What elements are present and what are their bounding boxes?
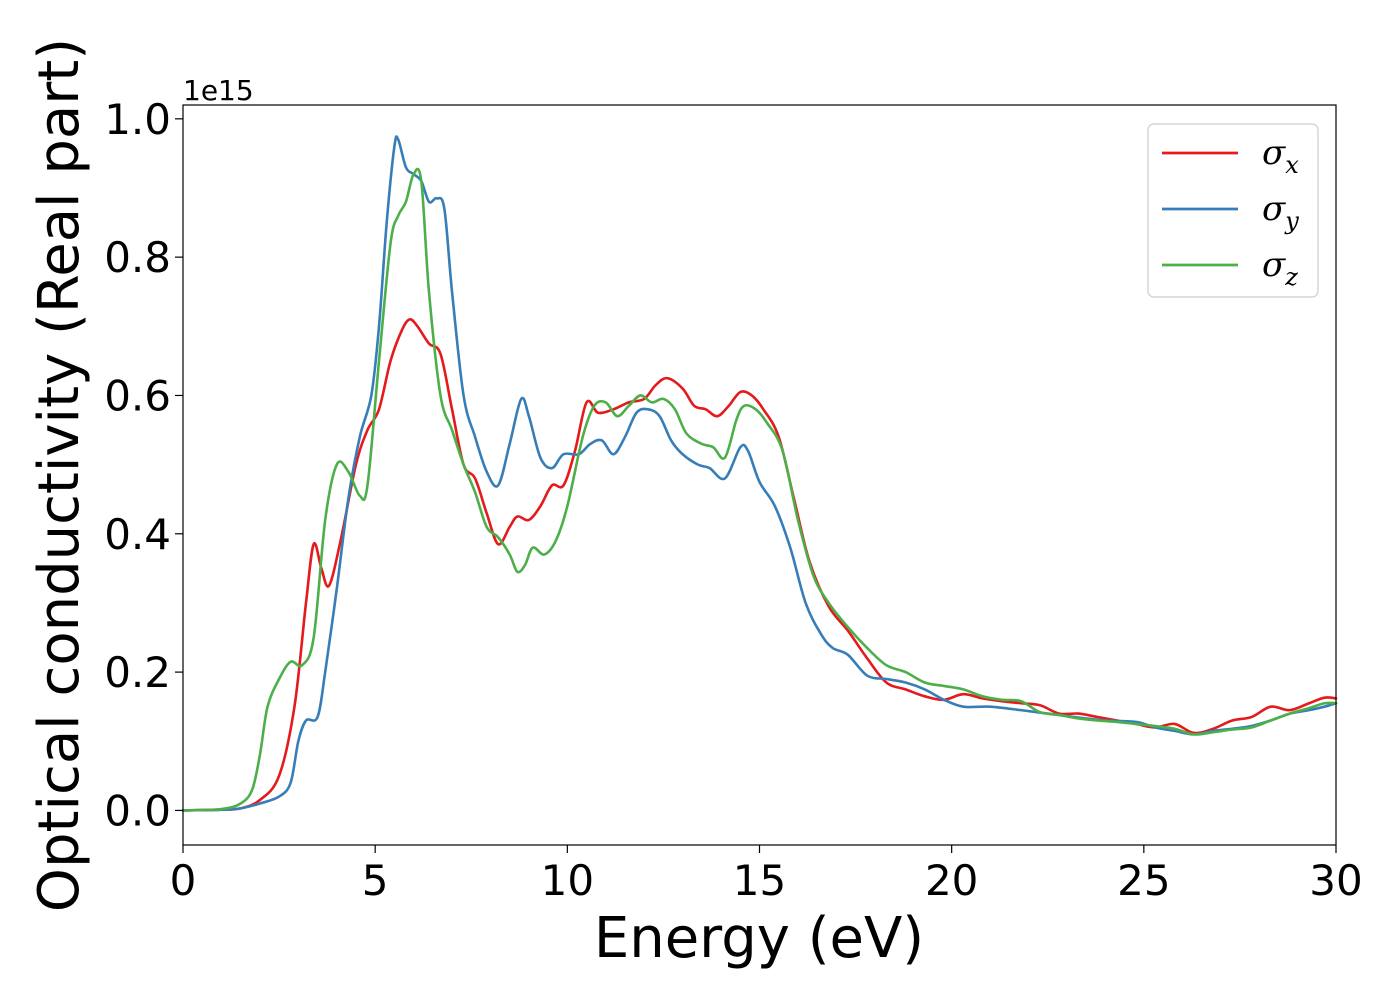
legend-frame bbox=[1147, 123, 1319, 298]
legend-label-x: σx bbox=[1262, 133, 1299, 179]
x-tick-label: 15 bbox=[733, 856, 786, 905]
x-tick-label: 20 bbox=[925, 856, 978, 905]
x-tick-label: 0 bbox=[170, 856, 197, 905]
y-tick-label: 0.8 bbox=[104, 233, 171, 282]
x-tick-label: 30 bbox=[1309, 856, 1362, 905]
y-axis-ticks: 0.0 0.2 0.4 0.6 0.8 1.0 bbox=[104, 95, 183, 835]
y-tick-label: 0.2 bbox=[104, 648, 171, 697]
y-axis-title: Optical conductivity (Real part) bbox=[27, 38, 92, 912]
legend-items: σx σy σz bbox=[1162, 133, 1299, 291]
y-tick-label: 0.6 bbox=[104, 371, 171, 420]
y-tick-label: 0.4 bbox=[104, 510, 171, 559]
series-layer bbox=[181, 135, 1338, 812]
legend-label-z: σz bbox=[1262, 245, 1298, 291]
x-tick-label: 5 bbox=[362, 856, 389, 905]
legend: σx σy σz bbox=[1147, 123, 1319, 298]
x-tick-label: 10 bbox=[541, 856, 594, 905]
series-line-z bbox=[181, 167, 1338, 812]
y-tick-label: 1.0 bbox=[104, 95, 171, 144]
x-axis-ticks: 0 5 10 15 20 25 30 bbox=[170, 845, 1363, 905]
x-axis-title: Energy (eV) bbox=[594, 906, 924, 971]
legend-label-y: σy bbox=[1262, 189, 1299, 235]
y-tick-label: 0.0 bbox=[104, 786, 171, 835]
y-offset-label: 1e15 bbox=[183, 74, 254, 107]
x-tick-label: 25 bbox=[1117, 856, 1170, 905]
